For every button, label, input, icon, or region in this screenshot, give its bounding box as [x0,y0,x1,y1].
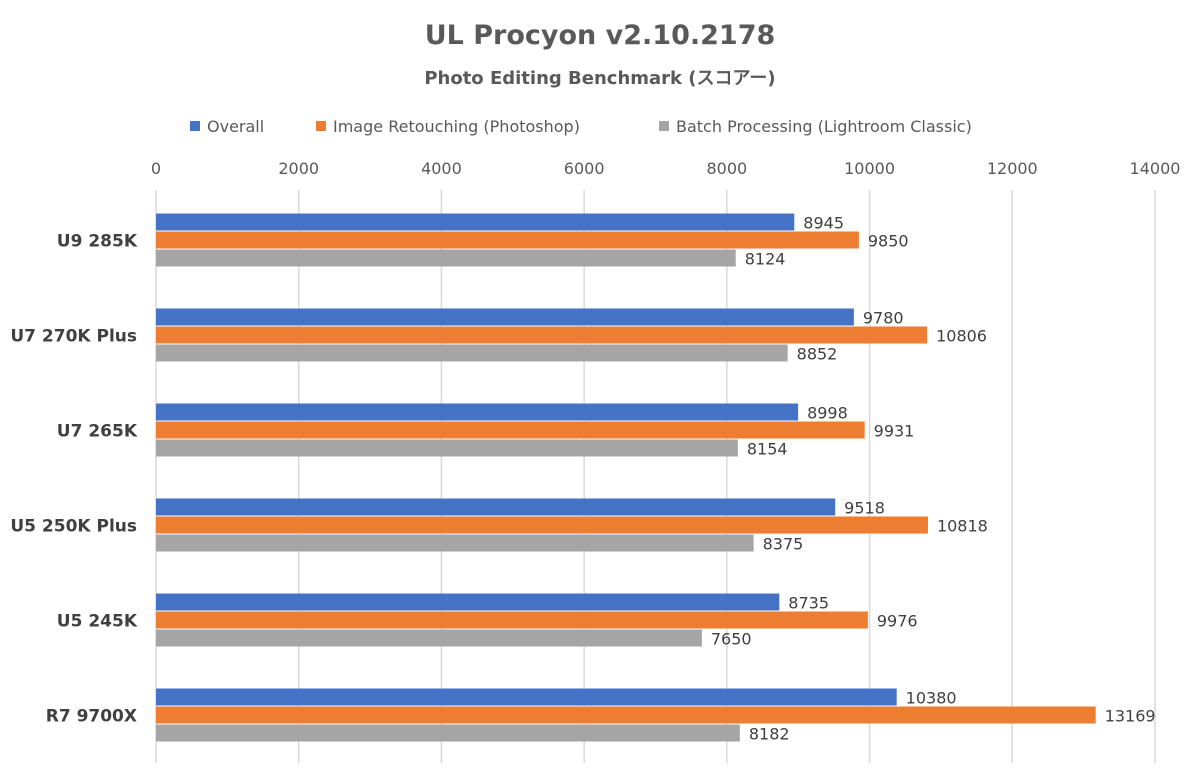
x-tick-label: 12000 [987,159,1038,178]
legend-label: Overall [207,117,264,136]
bar [156,403,799,421]
gridlines [155,190,1156,763]
data-label: 8124 [745,250,786,269]
legend-swatch [316,121,326,131]
bar [156,629,702,647]
data-label: 8945 [803,214,844,233]
data-label: 13169 [1105,707,1156,726]
category-label: U9 285K [57,232,138,252]
bar [156,344,788,362]
data-label: 8182 [749,725,790,744]
x-tick-label: 2000 [278,159,319,178]
data-label: 10806 [936,327,987,346]
y-axis-categories: U9 285K U7 270K Plus U7 265K U5 250K Plus U5… [10,232,137,727]
bar [156,326,928,344]
category-label: U7 270K Plus [10,327,137,347]
data-label: 8998 [807,404,848,423]
x-tick-label: 10000 [844,159,895,178]
legend: Overall Image Retouching (Photoshop) Batch… [190,117,972,136]
data-label: 9931 [874,422,915,441]
bars [156,213,1096,742]
legend-label: Image Retouching (Photoshop) [333,117,580,136]
x-tick-label: 4000 [421,159,462,178]
x-tick-label: 0 [151,159,161,178]
bar [156,308,854,326]
bar [156,706,1096,724]
bar [156,421,865,439]
bar [156,593,780,611]
bar [156,611,868,629]
chart-subtitle: Photo Editing Benchmark (スコアー) [424,68,775,89]
data-label: 7650 [711,630,752,649]
bar [156,498,836,516]
data-label: 9518 [844,499,885,518]
data-labels: 8945 9850 8124 9780 10806 8852 8998 9931 8154 951… [711,214,1156,744]
bar [156,516,928,534]
data-label: 9850 [868,232,909,251]
category-label: U7 265K [57,422,138,442]
legend-label: Batch Processing (Lightroom Classic) [676,117,972,136]
category-label: U5 250K Plus [10,517,137,537]
bar [156,688,897,706]
category-label: R7 9700X [46,707,137,727]
chart-title: UL Procyon v2.10.2178 [425,20,776,51]
x-axis-ticks: 0 2000 4000 6000 8000 10000 12000 14000 [151,159,1181,178]
data-label: 8375 [763,535,804,554]
bar [156,231,859,249]
data-label: 8852 [797,345,838,364]
bar [156,213,795,231]
x-tick-label: 8000 [706,159,747,178]
data-label: 9780 [863,309,904,328]
data-label: 8154 [747,440,788,459]
category-label: U5 245K [57,612,138,632]
bar [156,724,740,742]
bar [156,439,738,457]
legend-swatch [659,121,669,131]
data-label: 8735 [788,594,829,613]
data-label: 10380 [906,689,957,708]
legend-swatch [190,121,200,131]
bar [156,249,736,267]
bar [156,534,754,552]
x-tick-label: 6000 [564,159,605,178]
data-label: 10818 [937,517,988,536]
data-label: 9976 [877,612,918,631]
x-tick-label: 14000 [1130,159,1181,178]
